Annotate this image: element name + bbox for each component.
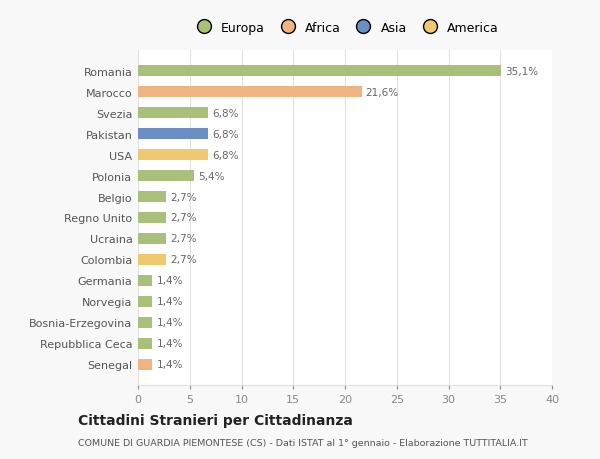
Bar: [138, 170, 194, 182]
Text: 1,4%: 1,4%: [157, 359, 183, 369]
Bar: [138, 87, 362, 98]
Legend: Europa, Africa, Asia, America: Europa, Africa, Asia, America: [186, 17, 504, 39]
Text: 35,1%: 35,1%: [505, 67, 539, 77]
Text: 6,8%: 6,8%: [212, 108, 239, 118]
Bar: [138, 317, 152, 329]
Text: 6,8%: 6,8%: [212, 129, 239, 139]
Text: COMUNE DI GUARDIA PIEMONTESE (CS) - Dati ISTAT al 1° gennaio - Elaborazione TUTT: COMUNE DI GUARDIA PIEMONTESE (CS) - Dati…: [78, 438, 528, 447]
Bar: [138, 338, 152, 349]
Text: 6,8%: 6,8%: [212, 150, 239, 160]
Text: Cittadini Stranieri per Cittadinanza: Cittadini Stranieri per Cittadinanza: [78, 414, 353, 428]
Bar: [138, 150, 208, 161]
Bar: [138, 66, 501, 77]
Text: 21,6%: 21,6%: [366, 87, 399, 97]
Text: 1,4%: 1,4%: [157, 297, 183, 307]
Text: 5,4%: 5,4%: [198, 171, 224, 181]
Bar: [138, 296, 152, 308]
Bar: [138, 275, 152, 286]
Text: 2,7%: 2,7%: [170, 213, 197, 223]
Text: 2,7%: 2,7%: [170, 255, 197, 265]
Bar: [138, 233, 166, 245]
Bar: [138, 359, 152, 370]
Text: 1,4%: 1,4%: [157, 276, 183, 286]
Text: 1,4%: 1,4%: [157, 318, 183, 328]
Bar: [138, 107, 208, 119]
Bar: [138, 254, 166, 266]
Text: 2,7%: 2,7%: [170, 234, 197, 244]
Bar: [138, 129, 208, 140]
Text: 2,7%: 2,7%: [170, 192, 197, 202]
Bar: [138, 212, 166, 224]
Text: 1,4%: 1,4%: [157, 339, 183, 349]
Bar: [138, 191, 166, 203]
